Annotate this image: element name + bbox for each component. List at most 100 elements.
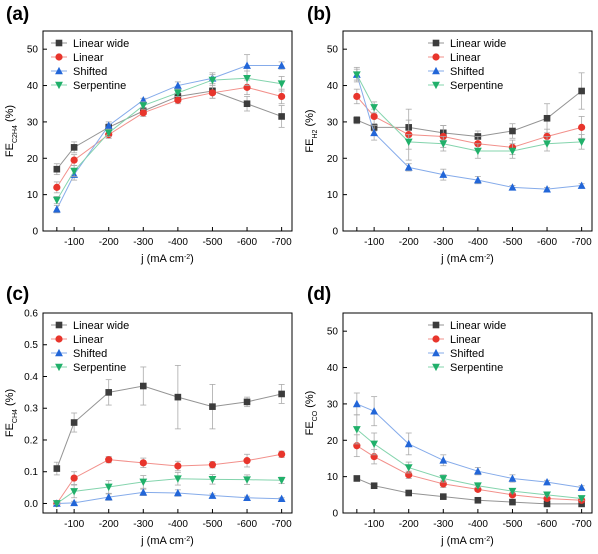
panel-label: (a) xyxy=(6,4,29,25)
x-tick-label: -700 xyxy=(272,237,292,248)
series-line xyxy=(56,385,282,469)
series-0 xyxy=(353,475,585,508)
x-tick-label: -500 xyxy=(202,519,222,530)
legend-label: Shifted xyxy=(73,66,107,78)
data-point xyxy=(105,456,113,464)
x-tick-label: -100 xyxy=(364,519,384,530)
data-point xyxy=(578,123,586,131)
legend-marker xyxy=(55,348,63,357)
legend-label: Serpentine xyxy=(450,362,503,374)
data-point xyxy=(139,109,147,117)
y-tick-label: 10 xyxy=(327,472,339,483)
legend-label: Shifted xyxy=(73,348,107,360)
legend: Linear wide Linear Shifted Serpentine xyxy=(51,38,129,92)
y-axis-label: FECH4 (%) xyxy=(4,389,19,437)
data-point xyxy=(208,476,217,484)
x-tick-label: -500 xyxy=(502,519,522,530)
data-point xyxy=(543,500,551,508)
x-tick-label: -700 xyxy=(272,519,292,530)
panel-label: (d) xyxy=(307,284,331,305)
series-2 xyxy=(352,392,586,491)
series-1 xyxy=(353,434,586,504)
data-point xyxy=(208,89,217,97)
series-line xyxy=(356,74,582,152)
data-point xyxy=(53,465,61,472)
legend-label: Linear xyxy=(450,52,481,64)
legend-label: Shifted xyxy=(450,348,484,360)
data-point xyxy=(509,498,516,506)
legend-label: Serpentine xyxy=(73,362,126,374)
x-tick-label: -200 xyxy=(399,237,419,248)
data-point xyxy=(578,500,585,508)
legend-label: Serpentine xyxy=(450,80,503,92)
data-point xyxy=(173,488,182,497)
legend-label: Linear xyxy=(73,334,104,346)
panel-label: (c) xyxy=(6,284,29,305)
legend-marker xyxy=(432,335,440,343)
data-point xyxy=(139,488,148,496)
x-tick-label: -300 xyxy=(433,237,453,248)
data-point xyxy=(439,140,448,148)
data-point xyxy=(208,76,217,85)
series-0 xyxy=(53,364,285,476)
y-axis-label: FEC2H4 (%) xyxy=(4,105,19,157)
legend-marker xyxy=(55,81,63,90)
y-axis-label: FEH2 (%) xyxy=(304,109,319,152)
series-3 xyxy=(52,471,286,508)
data-point xyxy=(243,74,251,83)
data-point xyxy=(104,483,113,492)
legend-label: Linear xyxy=(450,334,481,346)
data-point xyxy=(439,493,447,500)
legend-marker xyxy=(432,363,440,372)
x-tick-label: -100 xyxy=(64,237,84,248)
data-point xyxy=(173,89,182,97)
series-line xyxy=(356,403,582,489)
series-3 xyxy=(352,68,586,159)
legend-label: Linear wide xyxy=(450,38,506,50)
x-tick-label: -600 xyxy=(237,519,257,530)
y-tick-label: 20 xyxy=(327,154,339,165)
x-tick-label: -500 xyxy=(202,237,222,248)
panel-0: (a) 0 10 20 30 40 50 -100 -200 -300 -400 -500 -600 -7… xyxy=(4,4,293,265)
data-point xyxy=(404,163,413,171)
data-point xyxy=(70,498,79,507)
series-line xyxy=(356,477,582,505)
y-axis-label: FECO (%) xyxy=(304,391,319,436)
y-tick-label: 0 xyxy=(332,509,338,520)
data-point xyxy=(508,474,517,482)
data-point xyxy=(353,475,361,482)
y-tick-label: 0.2 xyxy=(24,435,38,446)
data-point xyxy=(370,112,378,121)
data-point xyxy=(208,461,217,469)
data-point xyxy=(508,183,517,191)
series-line xyxy=(356,445,582,501)
data-point xyxy=(243,61,251,69)
panel-label: (b) xyxy=(307,4,331,25)
data-point xyxy=(173,475,182,483)
data-point xyxy=(370,440,379,449)
data-point xyxy=(70,156,78,164)
legend-marker xyxy=(432,39,440,47)
y-tick-label: 0.4 xyxy=(24,372,38,383)
data-point xyxy=(508,487,517,496)
legend: Linear wide Linear Shifted Serpentine xyxy=(428,320,506,374)
data-point xyxy=(243,457,251,465)
data-point xyxy=(277,477,286,485)
data-point xyxy=(278,450,286,458)
legend-label: Linear wide xyxy=(450,320,506,332)
data-point xyxy=(404,464,413,472)
data-point xyxy=(278,390,285,398)
series-line xyxy=(356,428,582,499)
x-axis-label: j (mA cm-2) xyxy=(140,253,194,265)
data-point xyxy=(104,121,113,129)
series-line xyxy=(56,453,282,504)
data-point xyxy=(352,426,361,434)
legend-marker xyxy=(55,335,63,343)
x-axis-label: j (mA cm-2) xyxy=(140,535,194,547)
legend-marker xyxy=(55,53,63,61)
panel-1: (b) 0 10 20 30 40 50 -100 -200 -300 -400 -500 -600 -7… xyxy=(304,4,593,265)
legend-marker xyxy=(432,348,440,357)
data-point xyxy=(404,138,413,147)
x-tick-label: -300 xyxy=(433,519,453,530)
